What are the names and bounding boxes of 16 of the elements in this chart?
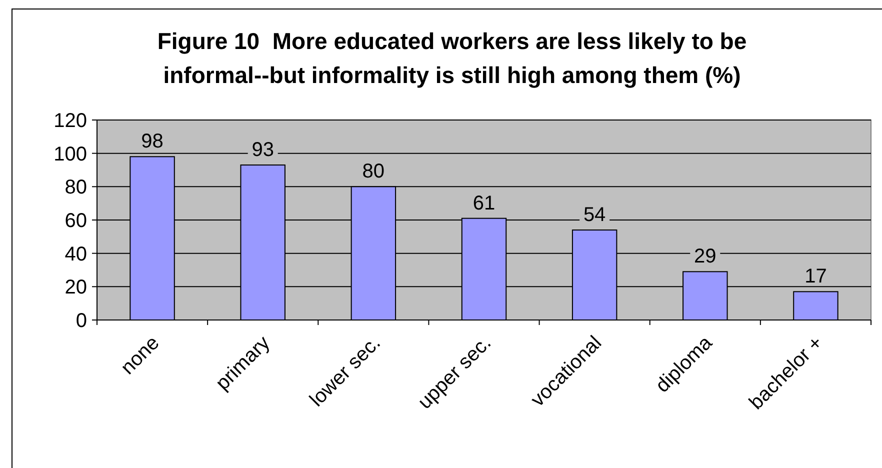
y-tick-label: 80	[64, 176, 87, 199]
y-tick-label: 60	[64, 210, 87, 232]
data-label: 29	[694, 246, 716, 268]
y-tick-label: 100	[54, 143, 87, 166]
bar	[793, 291, 838, 320]
data-label: 98	[141, 130, 164, 153]
chart-title: Figure 10 More educated workers are less likely to be informal--but informality is still high among them (%)	[157, 28, 747, 88]
data-label: 80	[362, 160, 385, 183]
data-label: 54	[583, 204, 606, 226]
y-tick-label: 120	[54, 110, 87, 132]
data-label: 61	[472, 192, 496, 214]
data-label: 17	[804, 266, 827, 288]
y-tick-label: 0	[76, 310, 87, 332]
y-tick-label: 20	[64, 276, 87, 299]
data-label: 93	[252, 139, 274, 161]
y-tick-label: 40	[64, 243, 87, 266]
